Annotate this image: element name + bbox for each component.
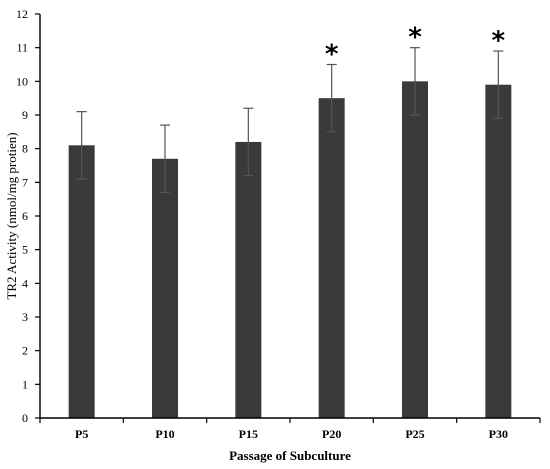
x-axis-title: Passage of Subculture [229, 448, 351, 463]
y-tick-label: 11 [16, 41, 28, 55]
error-bars [76, 47, 504, 194]
y-tick-label: 3 [22, 310, 28, 324]
bar-p10 [152, 158, 178, 418]
y-tick-label: 4 [22, 276, 28, 290]
bar-p5 [68, 145, 95, 419]
x-tick-label: P25 [405, 427, 424, 441]
y-tick-label: 8 [22, 142, 28, 156]
error-bar-p5 [76, 111, 87, 180]
bar-p20 [318, 98, 345, 419]
y-tick-label: 7 [22, 175, 28, 189]
error-bar-p10 [160, 124, 170, 194]
y-axis-title: TR2 Activity (nmol/mg protien) [4, 132, 19, 299]
x-tick-label: P30 [489, 427, 508, 441]
bar-p15 [235, 141, 262, 418]
y-tick-label: 10 [16, 74, 28, 88]
x-tick-label: P5 [75, 427, 88, 441]
x-tick-label: P15 [239, 427, 258, 441]
error-bar-p15 [243, 107, 254, 177]
error-bar-p30 [493, 50, 504, 119]
significance-asterisk: * [492, 26, 506, 56]
bar-p30 [485, 84, 512, 418]
x-axis-ticks: P5 P10 P15 P20 P25 P30 [39, 418, 541, 441]
significance-asterisk: * [325, 40, 339, 70]
y-tick-label: 1 [22, 377, 28, 391]
x-tick-label: P10 [155, 427, 174, 441]
bars [68, 81, 512, 419]
y-tick-label: 12 [16, 7, 28, 21]
significance-asterisk: * [408, 23, 422, 53]
error-bar-p25 [410, 47, 420, 116]
error-bar-p20 [326, 63, 337, 133]
x-tick-label: P20 [322, 427, 341, 441]
y-tick-label: 5 [22, 243, 28, 257]
y-tick-label: 6 [22, 209, 28, 223]
bar-p25 [402, 81, 428, 418]
y-tick-label: 2 [22, 344, 28, 358]
significance-annotations: * * * [325, 23, 506, 70]
y-tick-label: 0 [22, 411, 28, 425]
y-tick-label: 9 [22, 108, 28, 122]
